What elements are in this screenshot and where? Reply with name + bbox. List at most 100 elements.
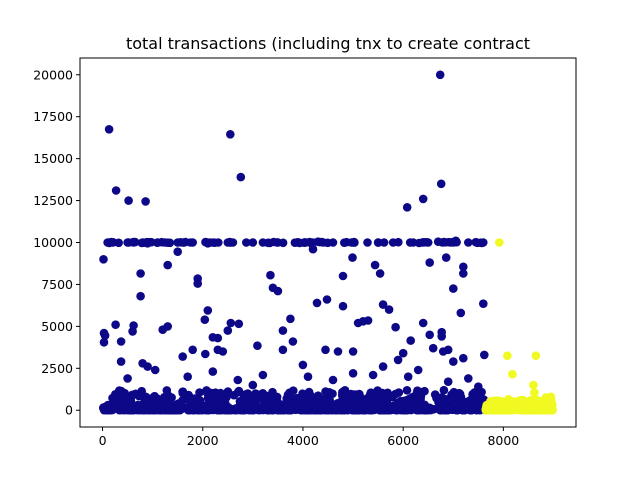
scatter-point-class-0 (306, 391, 315, 401)
scatter-point-class-0 (243, 389, 253, 398)
scatter-point-class-1 (515, 405, 524, 414)
scatter-point-class-0 (280, 405, 289, 415)
scatter-point-class-0 (376, 389, 386, 398)
scatter-point-class-0 (321, 345, 330, 355)
scatter-point-class-0 (398, 348, 408, 358)
scatter-point-class-0 (117, 386, 126, 396)
y-tick-label: 2500 (41, 361, 73, 376)
scatter-point-class-0 (348, 347, 358, 356)
scatter-point-class-0 (242, 238, 251, 247)
scatter-point-class-0 (269, 391, 279, 401)
scatter-point-class-0 (223, 238, 233, 247)
scatter-point-class-0 (208, 367, 218, 376)
y-tick-label: 17500 (33, 109, 73, 124)
scatter-point-class-0 (116, 337, 126, 346)
scatter-point-class-0 (103, 238, 112, 247)
scatter-point-class-1 (529, 380, 538, 390)
scatter-point-class-0 (105, 405, 115, 415)
scatter-point-class-0 (430, 390, 440, 399)
scatter-point-class-0 (143, 239, 152, 248)
scatter-point-class-0 (443, 403, 453, 413)
scatter-point-class-0 (203, 306, 213, 315)
scatter-point-class-1 (492, 396, 502, 405)
scatter-point-class-0 (328, 238, 338, 247)
scatter-point-class-0 (420, 403, 430, 413)
scatter-point-class-0 (457, 396, 466, 405)
scatter-point-class-0 (423, 238, 433, 247)
scatter-point-class-0 (150, 365, 160, 375)
y-tick-label: 5000 (41, 319, 73, 334)
scatter-point-class-0 (433, 237, 443, 246)
scatter-point-class-0 (216, 405, 226, 415)
scatter-point-class-0 (207, 398, 217, 407)
scatter-point-class-0 (333, 405, 342, 415)
scatter-point-class-1 (486, 402, 495, 411)
scatter-point-class-0 (449, 238, 458, 247)
scatter-point-class-0 (253, 341, 262, 351)
scatter-point-class-0 (213, 333, 223, 343)
scatter-point-class-0 (346, 389, 356, 399)
scatter-point-class-0 (348, 405, 357, 415)
y-axis: 0 2500 5000 7500 10000 12500 15000 17500 20000 (33, 67, 80, 418)
scatter-point-class-0 (461, 403, 471, 413)
scatter-point-class-0 (312, 298, 322, 308)
scatter-point-class-0 (278, 345, 288, 355)
y-tick-label: 7500 (41, 277, 73, 292)
scatter-point-class-0 (123, 374, 132, 383)
scatter-point-class-0 (406, 336, 416, 345)
scatter-point-class-0 (263, 405, 273, 414)
scatter-point-class-0 (429, 405, 438, 414)
scatter-point-class-0 (99, 338, 109, 347)
scatter-point-class-0 (464, 374, 473, 383)
scatter-point-class-0 (207, 388, 216, 398)
scatter-point-class-0 (141, 197, 150, 206)
scatter-point-class-0 (239, 405, 248, 415)
scatter-point-class-0 (136, 269, 145, 278)
scatter-point-class-0 (437, 393, 447, 402)
scatter-point-class-0 (464, 238, 473, 247)
scatter-point-class-0 (402, 405, 412, 415)
scatter-point-class-1 (546, 392, 556, 402)
scatter-point-class-0 (370, 260, 380, 270)
scatter-point-class-0 (392, 405, 401, 415)
scatter-point-class-0 (408, 238, 418, 247)
scatter-point-class-0 (459, 353, 468, 363)
scatter-point-class-1 (531, 351, 541, 361)
scatter-point-class-0 (143, 362, 152, 371)
scatter-point-class-0 (149, 393, 158, 402)
scatter-point-class-0 (200, 315, 210, 325)
scatter-point-class-1 (532, 405, 541, 415)
scatter-point-class-0 (136, 291, 145, 301)
scatter-point-class-0 (357, 396, 366, 405)
scatter-point-class-0 (436, 179, 446, 189)
scatter-point-class-0 (322, 295, 332, 304)
scatter-point-class-0 (402, 386, 412, 395)
scatter-point-class-0 (369, 405, 378, 415)
scatter-point-class-0 (393, 355, 403, 365)
scatter-point-class-1 (539, 399, 548, 408)
scatter-point-class-1 (495, 238, 504, 247)
scatter-point-class-0 (121, 397, 131, 406)
scatter-point-class-0 (336, 397, 346, 406)
scatter-point-class-0 (402, 203, 412, 212)
scatter-point-class-0 (193, 279, 202, 288)
scatter-point-class-0 (162, 386, 172, 395)
scatter-point-class-0 (155, 398, 165, 408)
scatter-point-class-0 (173, 238, 182, 247)
scatter-point-class-0 (348, 369, 358, 378)
scatter-point-class-0 (348, 253, 357, 262)
scatter-point-class-1 (503, 351, 512, 361)
scatter-point-class-0 (383, 405, 393, 415)
scatter-point-class-0 (303, 372, 313, 382)
scatter-point-class-0 (160, 238, 169, 247)
scatter-point-class-0 (127, 390, 137, 400)
scatter-point-class-0 (223, 326, 233, 335)
scatter-point-class-0 (100, 331, 110, 340)
scatter-point-class-0 (448, 394, 457, 403)
x-tick-label: 6000 (387, 433, 419, 448)
scatter-point-class-0 (203, 239, 213, 248)
scatter-point-class-0 (270, 405, 279, 415)
scatter-point-class-0 (226, 318, 236, 328)
scatter-point-class-0 (226, 130, 235, 139)
scatter-point-class-0 (328, 375, 338, 385)
